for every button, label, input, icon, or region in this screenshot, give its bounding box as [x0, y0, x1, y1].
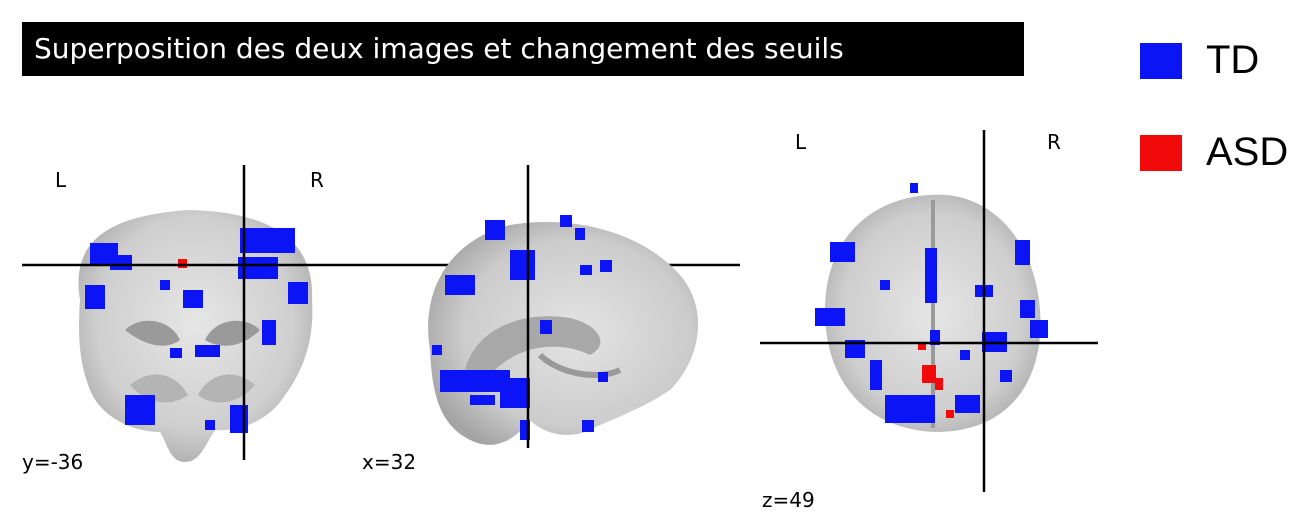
legend-item-td: TD — [1140, 38, 1259, 83]
axial-right-label: R — [1047, 130, 1061, 154]
legend-swatch-td — [1140, 42, 1182, 79]
legend-item-asd: ASD — [1140, 130, 1288, 175]
coronal-slice-image — [22, 165, 740, 462]
legend-label-td: TD — [1206, 38, 1260, 82]
coronal-left-label: L — [55, 168, 67, 192]
axial-coordinate: z=49 — [762, 488, 815, 512]
axial-left-label: L — [795, 130, 807, 154]
legend-label-asd: ASD — [1206, 130, 1289, 174]
legend-swatch-asd — [1140, 134, 1182, 171]
sagittal-coordinate: x=32 — [362, 450, 417, 474]
figure-title: Superposition des deux images et changem… — [22, 22, 1024, 76]
coronal-right-label: R — [310, 168, 324, 192]
axial-slice-image — [760, 130, 1098, 492]
coronal-coordinate: y=-36 — [22, 450, 84, 474]
sagittal-slice-image — [428, 165, 699, 448]
